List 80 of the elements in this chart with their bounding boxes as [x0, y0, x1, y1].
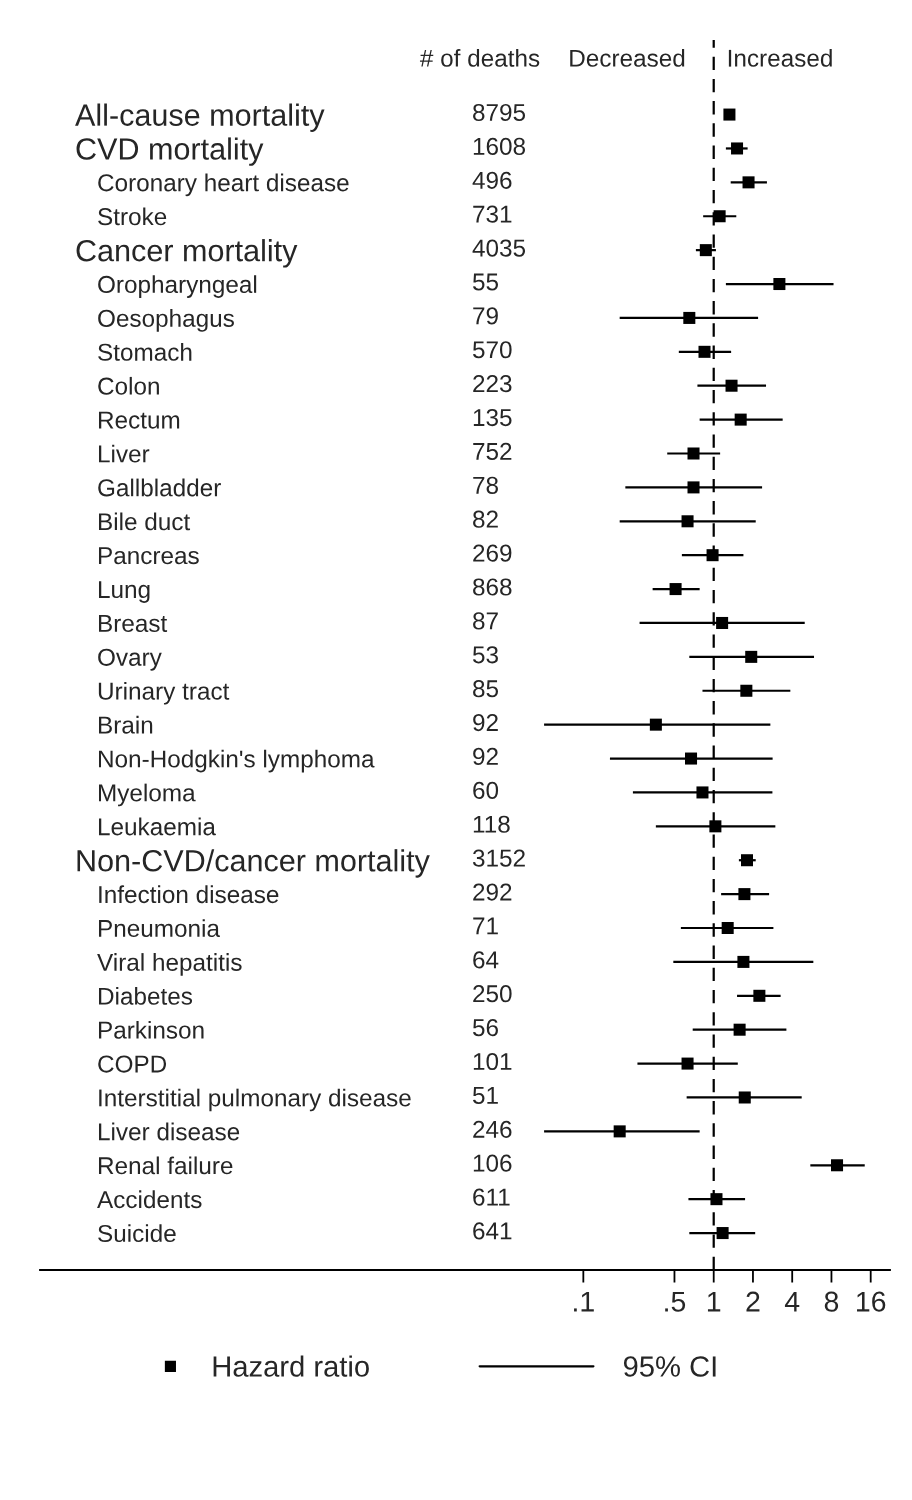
y-tick-label: Lung: [98, 581, 150, 603]
annotation: 87: [473, 612, 498, 630]
y-tick-label: Stomach: [98, 343, 192, 361]
annotation: 55: [472, 273, 499, 291]
y-tick-label: Gallbladder: [98, 478, 221, 497]
y-tick-label: Viral hepatitis: [97, 953, 242, 976]
text: Increased: [728, 49, 832, 67]
y-tick-label: Coronary heart disease: [98, 173, 349, 197]
x-tick-label: 8: [824, 1291, 839, 1312]
annotation: 85: [473, 680, 499, 698]
y-tick-label: Infection disease: [99, 885, 279, 904]
y-tick-label: Suicide: [98, 1224, 176, 1243]
y-tick-label: Diabetes: [98, 986, 193, 1005]
y-tick-label: Parkinson: [98, 1020, 204, 1039]
annotation: 92: [473, 747, 498, 766]
annotation: 868: [473, 578, 512, 596]
x-tick-label: 4: [784, 1291, 800, 1312]
legend-label: Hazard ratio: [213, 1355, 369, 1377]
annotation: 292: [473, 883, 512, 901]
annotation: 101: [473, 1052, 512, 1071]
annotation: 135: [473, 408, 512, 427]
annotation: 79: [473, 307, 498, 325]
y-tick-label: Oesophagus: [98, 309, 234, 332]
text: 95% CI: [623, 1356, 716, 1377]
y-tick-label: Liver: [98, 444, 150, 463]
annotation: 250: [473, 985, 512, 1003]
annotation: 60: [473, 781, 499, 799]
y-tick-label: Non-Hodgkin's lymphoma: [98, 749, 375, 773]
x-tick-label: 2: [746, 1291, 760, 1312]
y-tick-label: Interstitial pulmonary disease: [99, 1088, 411, 1112]
x-tick-label: 1: [707, 1291, 721, 1312]
x-tick-label: .1: [574, 1291, 594, 1312]
annotation: 71: [473, 917, 498, 935]
annotation: 3152: [472, 849, 525, 867]
y-tick-label: All-cause mortality: [75, 103, 325, 132]
text: # of deaths: [419, 49, 540, 67]
annotation: 92: [473, 713, 498, 732]
annotation: 82: [473, 510, 498, 528]
annotation: 570: [472, 341, 512, 359]
y-tick-label: Oropharyngeal: [98, 275, 257, 298]
y-tick-label: Cancer mortality: [76, 239, 298, 268]
annotation: 752: [473, 442, 512, 461]
y-tick-label: CVD mortality: [76, 137, 264, 166]
annotation: 8795: [473, 103, 526, 122]
y-tick-label: COPD: [98, 1055, 167, 1073]
annotation: 246: [473, 1120, 512, 1138]
y-tick-label: Liver disease: [98, 1122, 240, 1141]
y-tick-label: Non-CVD/cancer mortality: [77, 849, 430, 878]
x-tick-label: .5: [665, 1291, 686, 1312]
y-tick-label: Myeloma: [98, 783, 196, 807]
y-tick-label: Brain: [98, 715, 153, 734]
annotation: 56: [472, 1019, 498, 1037]
y-tick-label: Stroke: [98, 207, 167, 226]
y-tick-label: Urinary tract: [98, 681, 230, 705]
y-tick-label: Accidents: [97, 1190, 202, 1209]
annotation: 53: [472, 646, 498, 664]
y-tick-label: Bile duct: [98, 512, 191, 531]
annotation: 611: [473, 1188, 510, 1206]
y-tick-label: Renal failure: [98, 1156, 233, 1175]
annotation: 731: [473, 205, 512, 223]
annotation: 106: [473, 1154, 512, 1172]
annotation: 118: [473, 815, 510, 833]
annotation: 51: [472, 1087, 498, 1105]
annotation: 269: [473, 544, 512, 562]
y-tick-label: Pancreas: [98, 547, 199, 565]
annotation: 641: [473, 1222, 512, 1240]
annotation: 223: [473, 375, 512, 393]
text: Decreased: [570, 49, 685, 67]
annotation: 4035: [472, 239, 526, 257]
annotation: 496: [472, 171, 512, 189]
y-tick-label: Ovary: [98, 648, 162, 671]
y-tick-label: Rectum: [98, 411, 180, 429]
x-tick-label: 16: [857, 1291, 886, 1312]
annotation: 64: [473, 951, 499, 969]
y-tick-label: Pneumonia: [98, 919, 220, 938]
annotation: 78: [473, 476, 498, 494]
y-tick-label: Leukaemia: [98, 817, 216, 836]
y-tick-label: Breast: [98, 615, 168, 633]
annotation: 1608: [473, 137, 526, 155]
y-tick-label: Colon: [98, 376, 159, 395]
